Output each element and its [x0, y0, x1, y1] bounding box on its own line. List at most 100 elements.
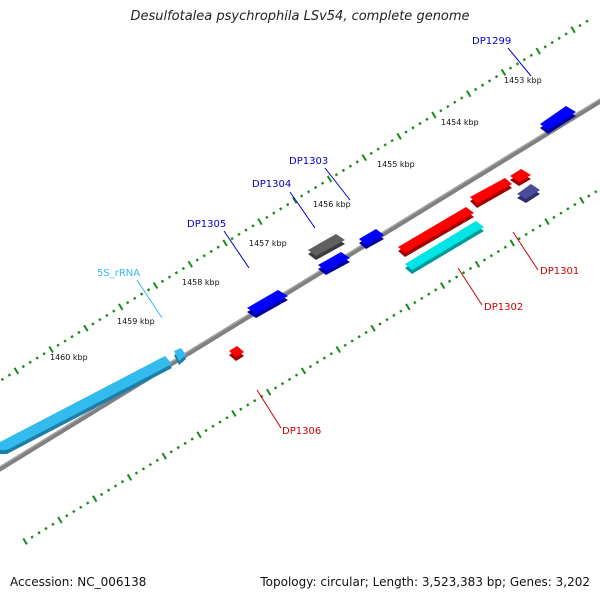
outer-tick [202, 254, 206, 258]
scale-label-1458: 1458 kbp [182, 278, 220, 287]
gene-label-dp1301: DP1301 [540, 266, 579, 277]
outer-tick [320, 181, 325, 185]
outer-tick [529, 53, 533, 58]
inner-tick [468, 266, 473, 271]
inner-tick [196, 431, 202, 439]
outer-tick [257, 218, 263, 226]
outer-tick [105, 313, 109, 318]
genome-backbone [0, 98, 600, 472]
inner-tick [434, 288, 438, 292]
gene-dp1305 [247, 290, 288, 314]
inner-tick [51, 522, 55, 526]
inner-tick [524, 232, 528, 237]
outer-tick [83, 324, 89, 332]
inner-tick [141, 467, 146, 471]
outer-tick [63, 339, 67, 343]
outer-tick [209, 249, 213, 254]
genome-backbone-highlight [0, 98, 600, 468]
inner-tick [99, 492, 104, 497]
outer-tick [28, 360, 32, 364]
inner-tick [37, 531, 41, 535]
inner-tick [308, 364, 313, 369]
inner-tick [503, 245, 507, 249]
outer-tick [216, 245, 220, 249]
inner-tick [538, 224, 542, 228]
outer-tick [564, 32, 568, 36]
inner-tick [322, 356, 326, 360]
inner-tick [399, 309, 403, 313]
gene-dp1302 [405, 221, 484, 270]
inner-tick [218, 420, 222, 424]
scale-label-1453: 1453 kbp [504, 76, 542, 85]
inner-tick [22, 537, 28, 545]
outer-tick [578, 23, 582, 28]
outer-tick-track [0, 19, 589, 381]
inner-tick [579, 196, 585, 204]
inner-tick [126, 473, 133, 481]
gene-dp1301 [510, 169, 531, 182]
inner-tick [148, 462, 153, 467]
inner-tick [30, 535, 34, 539]
outer-tick [460, 96, 464, 100]
leader-dp1301 [512, 231, 539, 271]
label-leader-lines [136, 47, 539, 429]
outer-tick [13, 367, 20, 375]
inner-tick [489, 254, 494, 258]
gene-features [0, 106, 576, 454]
inner-tick [587, 194, 591, 198]
inner-tick [439, 282, 446, 290]
inner-tick [454, 275, 459, 279]
accession-text: Accession: NC_006138 [10, 575, 147, 589]
inner-tick [343, 343, 347, 347]
outer-tick [42, 352, 46, 356]
outer-tick [508, 66, 513, 70]
outer-tick [187, 260, 193, 268]
outer-tick [396, 132, 402, 140]
gene-dp1306 [229, 346, 244, 357]
outer-tick [306, 190, 311, 194]
gene-label-dp1306: DP1306 [282, 426, 321, 437]
gene-label-dp1303: DP1303 [289, 156, 328, 167]
outer-tick [146, 288, 151, 292]
leader-dp1302 [457, 267, 483, 306]
inner-tick [385, 318, 389, 322]
inner-tick [287, 377, 292, 382]
outer-tick [550, 40, 554, 45]
inner-tick [161, 452, 167, 460]
inner-tick [517, 237, 521, 241]
inner-tick [329, 352, 333, 356]
outer-tick [77, 330, 81, 335]
inner-tick [225, 416, 229, 420]
gene-label-5s-rrna: 5S_rRNA [97, 268, 140, 279]
outer-tick [500, 68, 507, 76]
outer-tick [411, 126, 415, 130]
inner-tick [378, 322, 382, 326]
inner-tick [65, 514, 69, 518]
outer-tick [7, 373, 12, 377]
inner-tick [79, 505, 83, 509]
outer-tick [418, 121, 422, 126]
outer-tick [35, 356, 39, 360]
inner-tick [106, 488, 111, 492]
inner-tick [246, 403, 250, 407]
inner-tick [496, 249, 500, 254]
outer-tick [139, 292, 144, 296]
inner-tick [280, 381, 285, 386]
outer-tick [230, 237, 234, 241]
outer-tick [355, 160, 359, 164]
outer-tick [543, 45, 547, 49]
outer-tick [334, 173, 339, 177]
outer-tick [152, 282, 159, 290]
inner-tick [335, 346, 341, 354]
outer-tick [222, 239, 228, 247]
scale-label-1456: 1456 kbp [313, 200, 351, 209]
inner-tick [239, 407, 243, 411]
outer-tick [272, 211, 276, 215]
inner-tick [474, 260, 481, 268]
outer-tick [570, 26, 576, 34]
inner-tick [566, 207, 570, 211]
outer-tick [535, 47, 541, 55]
inner-tick [552, 215, 556, 220]
inner-tick [204, 428, 208, 433]
